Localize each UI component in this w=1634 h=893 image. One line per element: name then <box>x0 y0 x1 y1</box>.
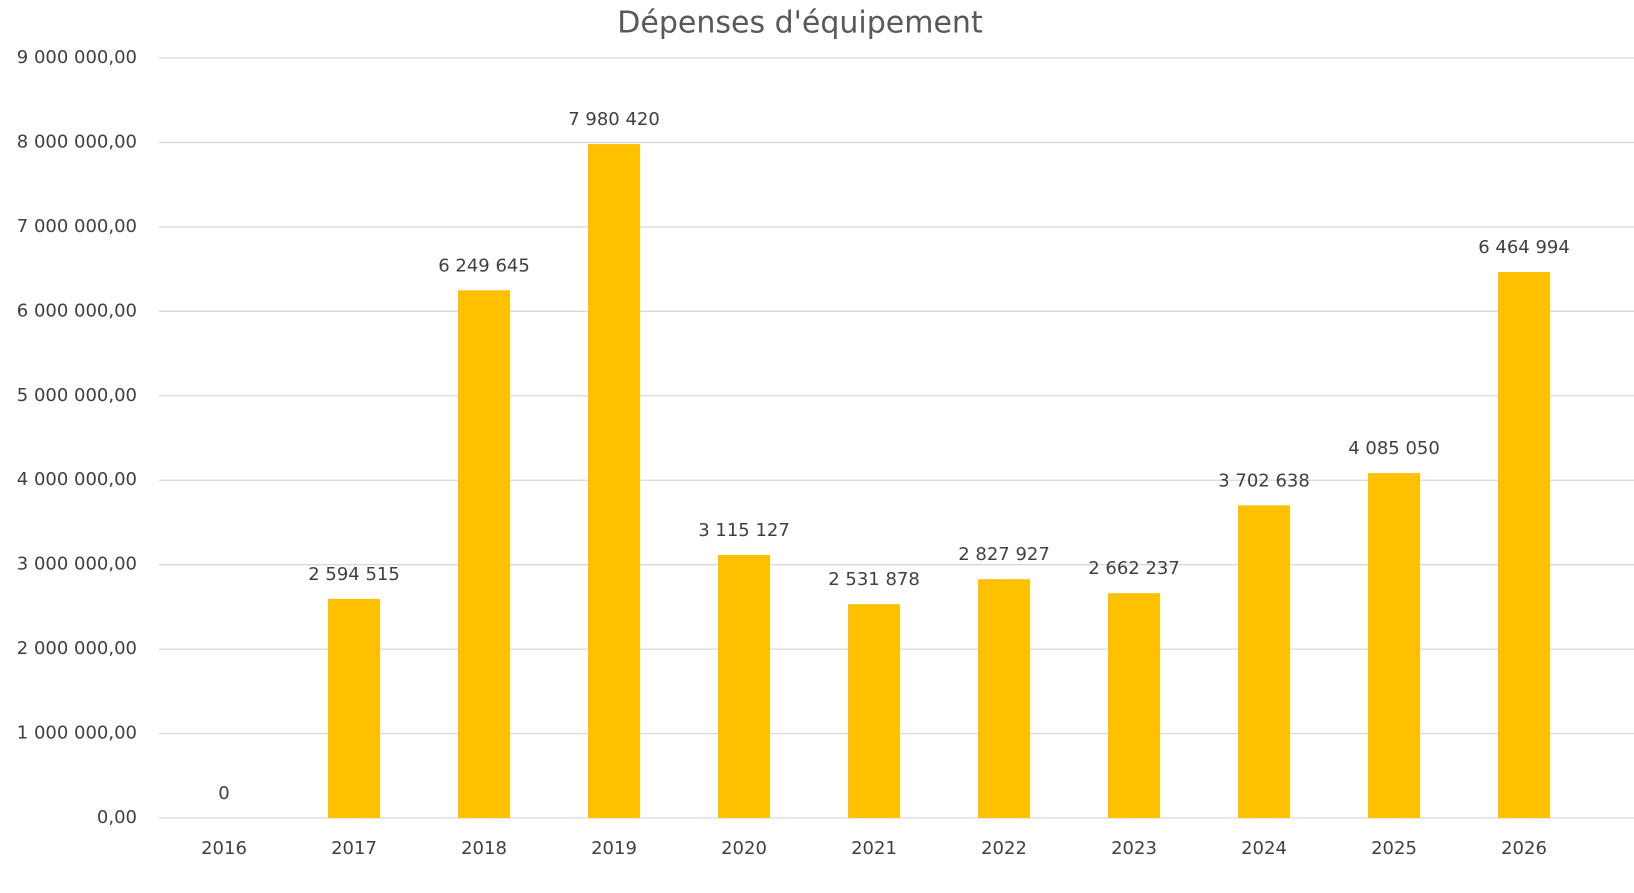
data-label: 2 531 878 <box>828 569 920 590</box>
x-tick-label: 2023 <box>1111 838 1157 859</box>
y-tick-label: 7 000 000,00 <box>17 216 137 237</box>
data-label: 0 <box>218 783 229 804</box>
x-tick-label: 2021 <box>851 838 897 859</box>
bar <box>718 554 770 818</box>
y-tick-label: 5 000 000,00 <box>17 385 137 406</box>
x-tick-label: 2019 <box>591 838 637 859</box>
data-label: 7 980 420 <box>568 109 660 130</box>
data-label: 3 702 638 <box>1218 470 1310 491</box>
x-tick-label: 2025 <box>1371 838 1417 859</box>
data-label: 2 827 927 <box>958 544 1050 565</box>
y-tick-label: 4 000 000,00 <box>17 469 137 490</box>
data-label: 6 464 994 <box>1478 237 1570 258</box>
y-tick-label: 8 000 000,00 <box>17 131 137 152</box>
x-tick-label: 2022 <box>981 838 1027 859</box>
data-label: 2 594 515 <box>308 564 400 585</box>
data-label: 3 115 127 <box>698 520 790 541</box>
x-tick-label: 2017 <box>331 838 377 859</box>
x-tick-label: 2024 <box>1241 838 1287 859</box>
x-tick-label: 2016 <box>201 838 247 859</box>
data-label: 4 085 050 <box>1348 438 1440 459</box>
bar <box>328 598 380 818</box>
bar <box>978 579 1030 818</box>
bar <box>1498 272 1550 819</box>
chart-title: Dépenses d'équipement <box>617 6 983 41</box>
bar <box>1368 473 1420 818</box>
y-tick-label: 0,00 <box>97 807 137 828</box>
y-tick-label: 1 000 000,00 <box>17 723 137 744</box>
x-tick-label: 2026 <box>1501 838 1547 859</box>
bar <box>458 290 510 818</box>
x-tick-label: 2018 <box>461 838 507 859</box>
data-label: 2 662 237 <box>1088 558 1180 579</box>
bar <box>1238 505 1290 818</box>
bar <box>588 144 640 818</box>
y-tick-label: 6 000 000,00 <box>17 300 137 321</box>
y-tick-label: 2 000 000,00 <box>17 638 137 659</box>
x-tick-label: 2020 <box>721 838 767 859</box>
bar <box>1108 593 1160 818</box>
y-tick-label: 3 000 000,00 <box>17 554 137 575</box>
data-label: 6 249 645 <box>438 255 530 276</box>
y-tick-label: 9 000 000,00 <box>17 47 137 68</box>
bar <box>848 604 900 818</box>
